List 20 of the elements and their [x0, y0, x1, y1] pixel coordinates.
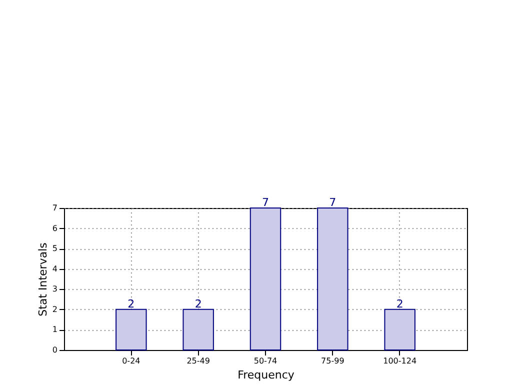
y-tick-label: 2	[52, 304, 58, 314]
y-tick-label: 3	[52, 284, 58, 294]
x-tick-label: 0-24	[122, 356, 140, 366]
y-tick-label: 7	[52, 204, 58, 212]
x-tick-label: 50-74	[254, 356, 278, 366]
data-label: 2	[194, 297, 202, 310]
y-tick-label: 5	[52, 244, 58, 254]
data-label: 2	[128, 297, 135, 310]
y-tick-label: 0	[52, 346, 58, 354]
y-tick-label: 6	[52, 224, 58, 233]
data-label: 7	[329, 196, 336, 209]
x-axis-title: Frequency	[238, 368, 295, 382]
data-label: 7	[262, 196, 269, 209]
y-tick-label: 1	[52, 325, 58, 334]
x-tick-label: 25-49	[186, 356, 210, 366]
x-tick-label: 100-124	[383, 356, 417, 366]
y-tick-label: 4	[52, 264, 58, 274]
data-label: 2	[396, 297, 404, 310]
x-tick-label: 75-99	[321, 356, 344, 366]
y-axis-title: Stat Intervals	[36, 242, 50, 316]
